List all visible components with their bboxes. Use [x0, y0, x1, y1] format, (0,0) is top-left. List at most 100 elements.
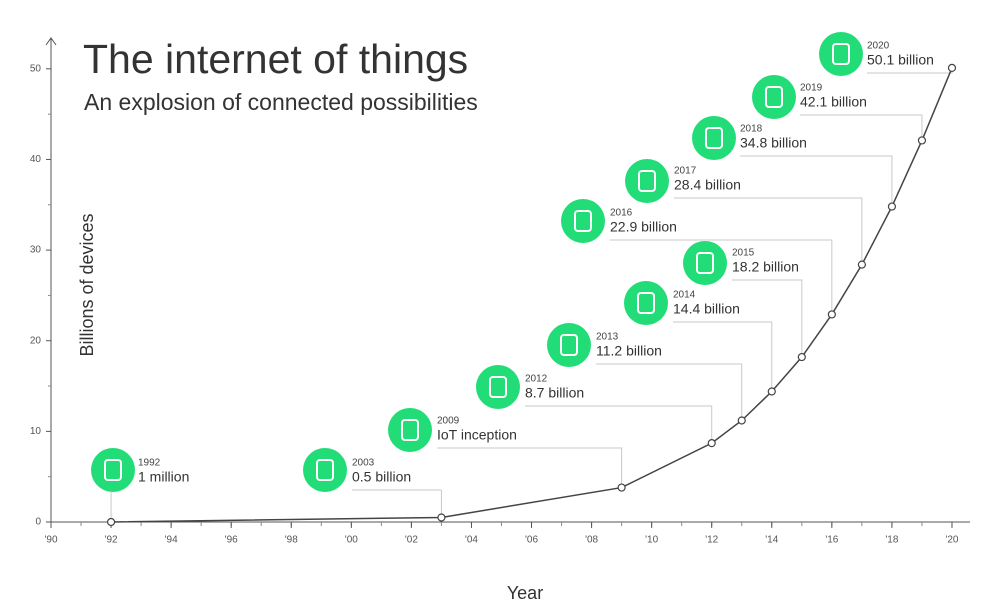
leader-line — [596, 363, 743, 421]
value-label: 18.2 billion — [732, 259, 799, 275]
data-point — [106, 517, 116, 527]
x-tick-label: '00 — [345, 535, 358, 546]
year-label: 2016 — [610, 208, 633, 219]
x-tick-label: '04 — [465, 535, 478, 546]
value-label: 8.7 billion — [525, 385, 584, 401]
value-label: 28.4 billion — [674, 177, 741, 193]
value-label: 14.4 billion — [673, 301, 740, 317]
x-tick-label: '98 — [285, 535, 298, 546]
data-point — [827, 310, 836, 319]
icon — [705, 127, 723, 149]
icon-badge — [692, 116, 736, 160]
x-tick-label: '10 — [645, 535, 658, 546]
leader-line — [800, 114, 923, 141]
year-label: 2009 — [437, 416, 460, 427]
icon — [637, 292, 655, 314]
icon-badge — [388, 408, 432, 452]
icon — [401, 419, 419, 441]
year-label: 2019 — [800, 83, 823, 94]
data-point — [617, 483, 626, 492]
x-tick-label: '06 — [525, 535, 538, 546]
year-label: 2003 — [352, 458, 375, 469]
data-point — [917, 136, 927, 145]
data-line — [111, 67, 953, 523]
icon-badge — [683, 241, 727, 285]
value-label: 34.8 billion — [740, 135, 807, 151]
icon-badge — [561, 199, 605, 243]
data-point — [797, 352, 806, 362]
leader-line — [352, 489, 442, 518]
year-label: 1992 — [138, 458, 161, 469]
data-point — [857, 260, 866, 269]
icon — [104, 459, 122, 481]
x-tick-label: '16 — [825, 535, 838, 546]
leader-line — [437, 447, 623, 488]
year-label: 2013 — [596, 332, 619, 343]
value-label: 1 million — [138, 469, 189, 485]
icon — [638, 170, 656, 192]
data-point — [737, 416, 746, 425]
leader-line — [673, 321, 773, 392]
x-tick-label: '14 — [765, 535, 778, 546]
y-tick-label: 0 — [35, 517, 41, 528]
icon — [574, 210, 592, 232]
leader-line — [610, 239, 833, 315]
value-label: 0.5 billion — [352, 469, 411, 485]
data-point — [947, 63, 957, 73]
icon — [765, 86, 783, 108]
icon-badge — [752, 75, 796, 119]
year-label: 2015 — [732, 248, 755, 259]
x-tick-label: '92 — [105, 535, 118, 546]
icon-badge — [303, 448, 347, 492]
icon — [489, 376, 507, 398]
leader-line — [740, 155, 893, 207]
value-label: 22.9 billion — [610, 219, 677, 235]
leader-line — [732, 279, 803, 358]
year-label: 2020 — [867, 41, 890, 52]
y-tick-label: 30 — [30, 245, 42, 256]
icon-badge — [624, 281, 668, 325]
icon-badge — [819, 32, 863, 76]
data-point — [767, 387, 776, 396]
year-label: 2017 — [674, 166, 697, 177]
chart-subtitle: An explosion of connected possibilities — [84, 89, 478, 115]
x-tick-label: '02 — [405, 535, 418, 546]
y-axis-label: Billions of devices — [77, 213, 97, 356]
y-tick-label: 40 — [30, 154, 42, 165]
icon — [696, 252, 714, 274]
year-label: 2012 — [525, 374, 548, 385]
icon — [316, 459, 334, 481]
x-axis-label: Year — [507, 583, 543, 603]
leader-line — [525, 405, 713, 444]
x-tick-label: '20 — [945, 535, 958, 546]
value-label: 11.2 billion — [596, 343, 662, 359]
x-tick-label: '90 — [44, 535, 57, 546]
year-label: 2018 — [740, 124, 763, 135]
x-tick-label: '12 — [705, 535, 718, 546]
x-tick-label: '18 — [885, 535, 898, 546]
icon — [832, 43, 850, 65]
icon — [560, 334, 578, 356]
x-tick-label: '94 — [165, 535, 178, 546]
y-tick-label: 50 — [30, 63, 42, 74]
icon-badge — [476, 365, 520, 409]
year-label: 2014 — [673, 290, 696, 301]
leader-line — [674, 197, 863, 265]
value-label: 42.1 billion — [800, 94, 867, 110]
x-tick-label: '08 — [585, 535, 598, 546]
value-label: 50.1 billion — [867, 52, 934, 68]
data-point — [437, 513, 446, 522]
icon-badge — [625, 159, 669, 203]
annotation: IoT inception — [437, 427, 517, 443]
y-tick-label: 10 — [30, 426, 42, 437]
leader-line — [867, 67, 953, 74]
y-tick-label: 20 — [30, 335, 42, 346]
icon-badge — [91, 448, 135, 492]
x-tick-label: '96 — [225, 535, 238, 546]
chart-title: The internet of things — [83, 36, 468, 82]
data-point — [707, 439, 716, 448]
icon-badge — [547, 323, 591, 367]
y-axis-arrow — [45, 37, 57, 46]
data-point — [887, 202, 897, 211]
